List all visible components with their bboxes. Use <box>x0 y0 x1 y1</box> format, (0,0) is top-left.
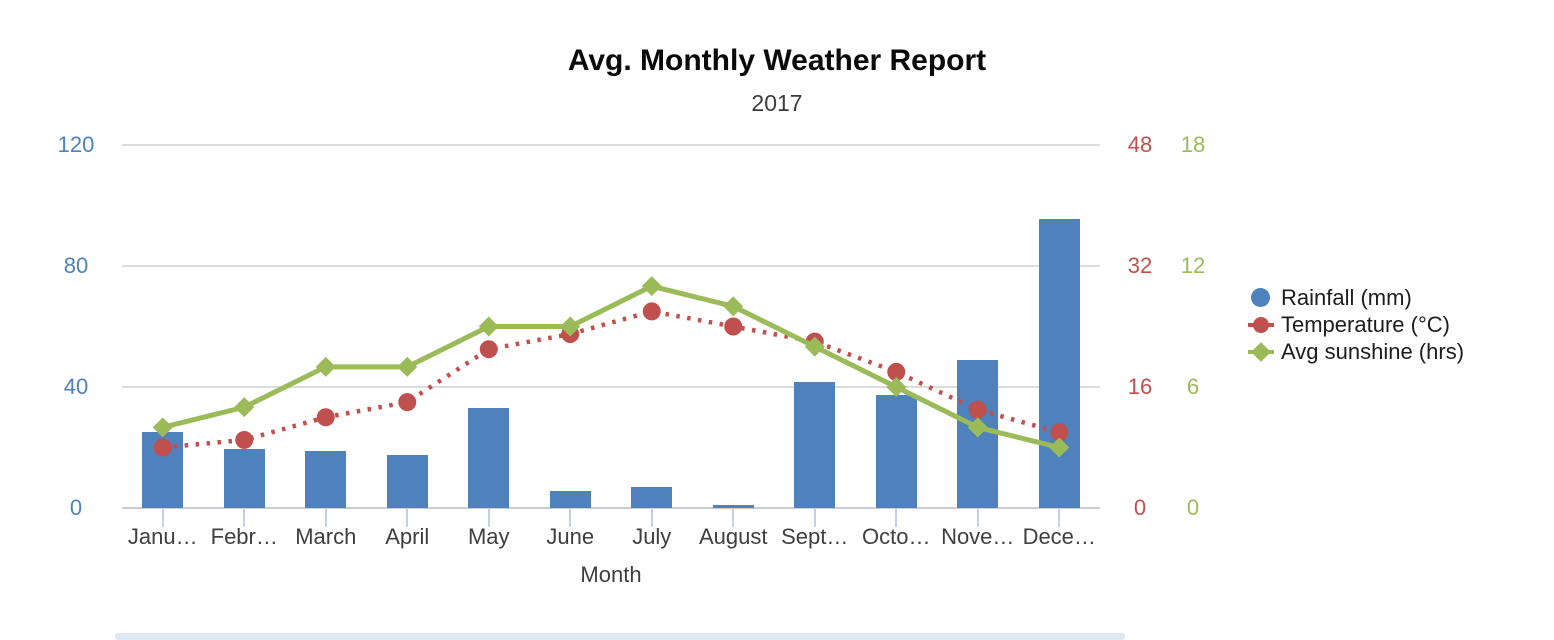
temp-point-may[interactable] <box>479 340 498 359</box>
y-axis-label-temp-48: 48 <box>1127 132 1153 157</box>
x-axis-label-april: April <box>385 524 430 549</box>
bar-july[interactable] <box>631 486 673 508</box>
x-axis-label-march: March <box>295 524 357 549</box>
legend-label-sunshine: Avg sunshine (hrs) <box>1281 338 1465 364</box>
legend-item-temperature[interactable]: Temperature (°C) <box>1248 311 1464 338</box>
bar-september[interactable] <box>794 382 836 508</box>
sunshine-point-december[interactable] <box>1049 437 1070 458</box>
temp-point-december[interactable] <box>1050 423 1069 442</box>
x-tick-may <box>487 509 490 527</box>
sunshine-line[interactable] <box>162 283 1060 450</box>
x-tick-september <box>813 509 816 527</box>
bar-december[interactable] <box>1038 219 1080 508</box>
circle-line-marker-icon <box>1248 314 1274 336</box>
y-axis-label-left-120: 120 <box>57 132 95 157</box>
x-tick-july <box>650 509 653 527</box>
y-axis-label-sun-0: 0 <box>1186 495 1200 520</box>
gridline-40 <box>122 386 1100 388</box>
temperature-line[interactable] <box>162 309 1060 450</box>
temp-point-february[interactable] <box>235 430 254 449</box>
y-axis-label-temp-0: 0 <box>1133 495 1147 520</box>
y-axis-label-sun-18: 18 <box>1180 132 1206 157</box>
sunshine-point-july[interactable] <box>641 276 662 297</box>
bar-june[interactable] <box>549 491 591 508</box>
x-tick-april <box>406 509 409 527</box>
temp-point-november[interactable] <box>968 400 987 419</box>
temp-point-july[interactable] <box>642 302 661 321</box>
x-tick-august <box>732 509 735 527</box>
x-tick-october <box>895 509 898 527</box>
x-axis-label-january: Janu… <box>127 524 198 549</box>
y-axis-label-sun-6: 6 <box>1186 374 1200 399</box>
y-axis-label-left-40: 40 <box>63 374 89 399</box>
x-tick-november <box>976 509 979 527</box>
sunshine-point-april[interactable] <box>397 356 418 377</box>
bar-april[interactable] <box>386 455 428 508</box>
sunshine-point-august[interactable] <box>723 296 744 317</box>
bar-march[interactable] <box>305 450 347 508</box>
x-axis-label-october: Octo… <box>862 524 931 549</box>
temp-point-october[interactable] <box>887 362 906 381</box>
y-axis-label-sun-12: 12 <box>1180 253 1206 278</box>
y-axis-label-left-0: 0 <box>69 495 83 520</box>
gridline-80 <box>122 265 1100 267</box>
sunshine-point-october[interactable] <box>886 377 907 397</box>
legend-item-rainfall[interactable]: Rainfall (mm) <box>1248 284 1464 311</box>
legend-label-rainfall: Rainfall (mm) <box>1281 284 1412 310</box>
temp-point-march[interactable] <box>316 408 335 427</box>
sunshine-point-september[interactable] <box>804 336 825 357</box>
sunshine-point-march[interactable] <box>315 356 336 377</box>
x-axis-label-november: Nove… <box>941 524 1015 549</box>
y-axis-label-temp-32: 32 <box>1127 253 1153 278</box>
gridline-120 <box>122 144 1100 146</box>
bar-august[interactable] <box>712 504 754 508</box>
x-tick-december <box>1058 509 1061 527</box>
horizontal-scrollbar[interactable] <box>115 633 1125 640</box>
chart-subtitle: 2017 <box>751 90 803 116</box>
x-axis-title: Month <box>580 562 642 587</box>
x-axis-label-august: August <box>699 524 768 549</box>
x-axis-label-june: June <box>546 524 595 549</box>
legend: Rainfall (mm) Temperature (°C) Avg sunsh… <box>1248 284 1464 365</box>
sunshine-point-november[interactable] <box>967 417 988 438</box>
temp-point-january[interactable] <box>153 438 172 457</box>
diamond-line-marker-icon <box>1248 341 1274 363</box>
legend-item-sunshine[interactable]: Avg sunshine (hrs) <box>1248 338 1464 365</box>
sunshine-point-february[interactable] <box>234 397 255 418</box>
temp-point-april[interactable] <box>398 393 417 412</box>
bar-may[interactable] <box>468 408 510 508</box>
y-axis-label-temp-16: 16 <box>1127 374 1153 399</box>
circle-marker-icon <box>1248 287 1274 309</box>
legend-label-temperature: Temperature (°C) <box>1281 311 1450 337</box>
sunshine-point-january[interactable] <box>152 417 173 438</box>
x-tick-june <box>569 509 572 527</box>
sunshine-point-may[interactable] <box>478 316 499 337</box>
temp-point-august[interactable] <box>724 317 743 336</box>
x-tick-march <box>324 509 327 527</box>
x-axis-label-february: Febr… <box>210 524 278 549</box>
x-axis-label-december: Dece… <box>1022 524 1096 549</box>
x-axis-label-may: May <box>467 524 510 549</box>
bar-february[interactable] <box>223 449 265 508</box>
y-axis-label-left-80: 80 <box>63 253 89 278</box>
x-axis-label-july: July <box>632 524 672 549</box>
bar-october[interactable] <box>875 394 917 508</box>
x-axis-label-september: Sept… <box>781 524 849 549</box>
x-tick-february <box>243 509 246 527</box>
x-tick-january <box>161 509 164 527</box>
gridline-0 <box>122 507 1100 509</box>
sunshine-point-june[interactable] <box>560 316 581 337</box>
chart-title: Avg. Monthly Weather Report <box>567 44 987 77</box>
